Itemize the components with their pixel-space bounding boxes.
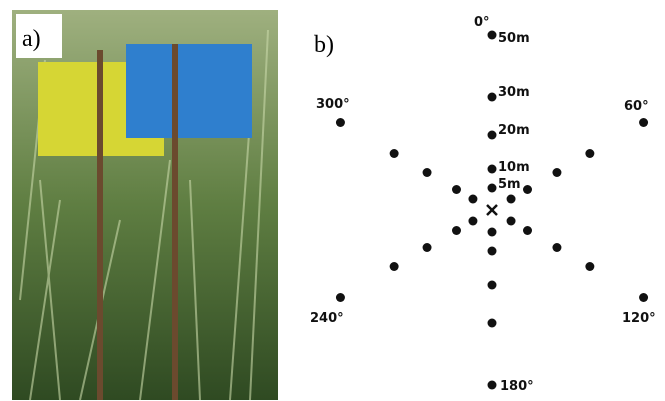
trap-dot [523,185,533,194]
distance-label: 5m [498,177,521,192]
distance-label: 10m [498,160,530,175]
trap-dot [523,226,533,235]
trap-layout: 0° 60° 120° 180° 240° 300° 50m 30m 20m 10m 5m [310,15,656,394]
direction-label: 0° [474,15,490,30]
trap-dot [487,30,497,40]
trap-dot [487,164,497,174]
trap-dot [335,293,345,302]
panel-label: a) [22,26,41,52]
trap-dot [389,262,399,271]
direction-label: 120° [622,311,656,326]
trap-dot [487,92,497,102]
trap-dot [389,149,399,158]
trap-dot [639,118,649,127]
trap-dot [506,216,516,226]
photo: a) [12,10,278,401]
distance-label: 30m [498,85,530,100]
label-box [16,14,62,58]
direction-label: 60° [624,99,649,114]
stake [172,44,178,400]
trap-dot [335,118,345,127]
trap-dot [487,183,497,193]
stake [97,50,103,400]
trap-dot [639,293,649,302]
trap-dot [487,318,497,328]
trap-dot [451,185,461,194]
direction-label: 240° [310,311,344,326]
trap-dot [487,380,497,390]
trap-dot [487,227,497,237]
trap-dot [468,216,478,226]
direction-label: 300° [316,97,350,112]
distance-label: 50m [498,31,530,46]
trap-dot [552,243,562,252]
trap-dot [487,130,497,140]
blue-board [126,44,252,138]
trap-dot [422,168,432,177]
trap-dot [506,194,516,204]
distance-label: 20m [498,123,530,138]
trap-dot [487,246,497,256]
trap-dot [585,149,595,158]
center-mark [486,204,498,216]
trap-dot [422,243,432,252]
direction-label: 180° [500,379,534,394]
trap-dot [487,280,497,290]
trap-dot [468,194,478,204]
trap-dot [451,226,461,235]
panel-label: b) [314,32,334,58]
trap-dot [552,168,562,177]
trap-dot [585,262,595,271]
